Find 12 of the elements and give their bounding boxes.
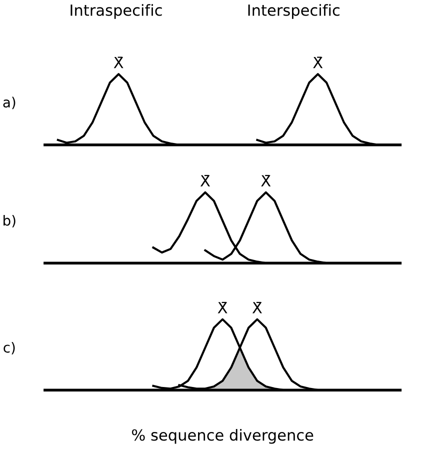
text: Interspecific — [248, 4, 340, 19]
series-label: X̄ — [200, 174, 210, 186]
text: b) — [4, 215, 16, 228]
series-label: X̄ — [218, 302, 228, 314]
series-label: X̄ — [261, 174, 271, 186]
text: a) — [3, 96, 16, 110]
text: Intraspecific — [70, 4, 162, 19]
series-label: X̄ — [313, 56, 323, 68]
series-label: X̄ — [252, 302, 262, 314]
series-label: X̄ — [114, 56, 124, 68]
x-axis-title: % sequence divergence — [132, 428, 314, 444]
text: c) — [4, 342, 15, 354]
